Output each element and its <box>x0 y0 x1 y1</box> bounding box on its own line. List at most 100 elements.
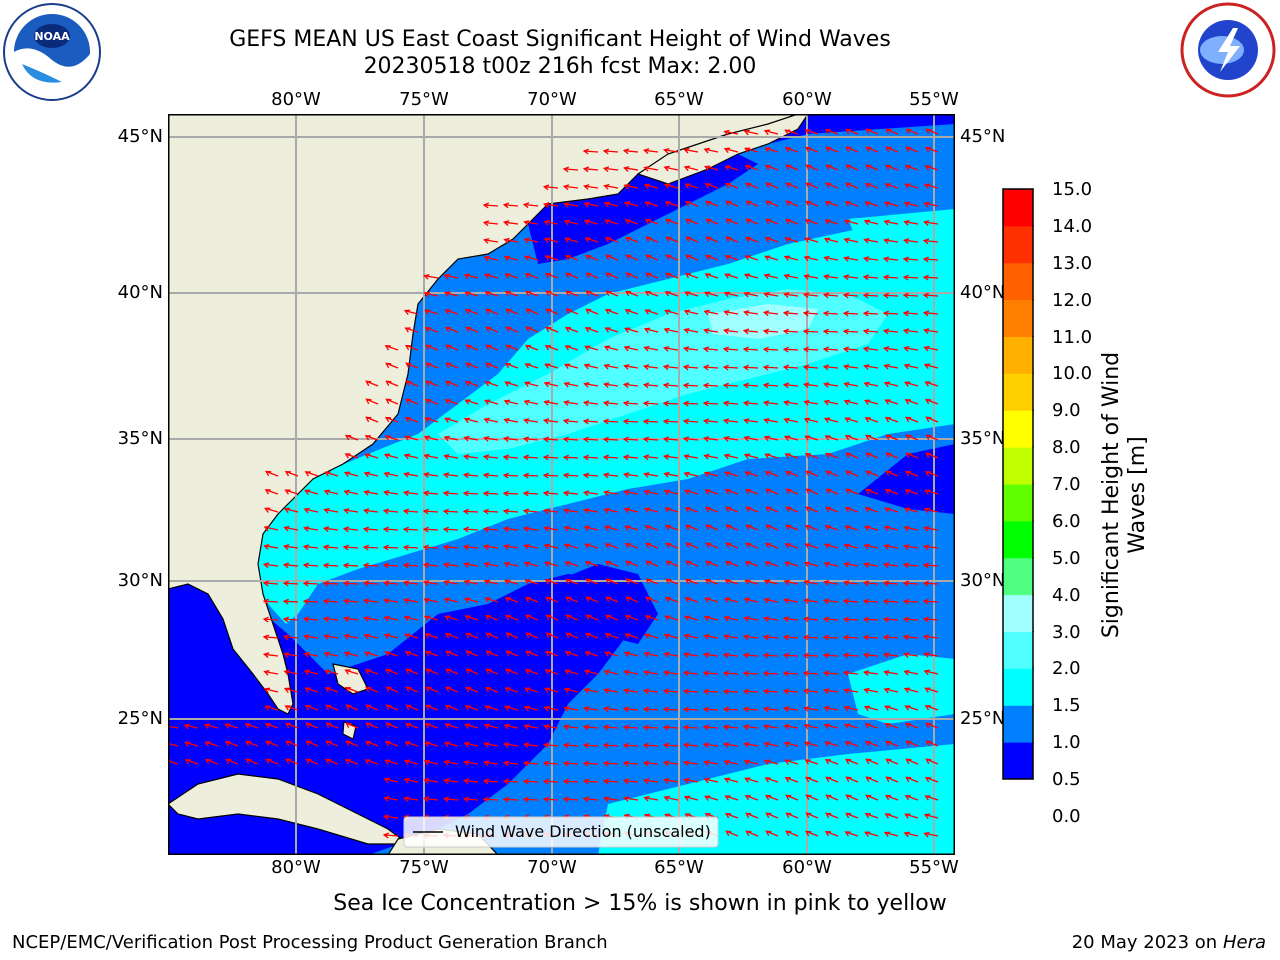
wind-wave-arrowhead <box>904 165 911 171</box>
wind-wave-arrowhead <box>424 309 431 315</box>
wind-wave-arrowhead <box>742 652 750 659</box>
wind-wave-arrow <box>525 381 539 387</box>
wind-wave-arrow <box>564 185 579 189</box>
wind-wave-arrow <box>644 473 659 477</box>
wind-wave-arrow <box>924 582 939 585</box>
wind-wave-arrow <box>544 419 559 423</box>
wind-wave-arrowhead <box>805 776 812 783</box>
wind-wave-arrowhead <box>744 561 751 567</box>
wind-wave-arrowhead <box>903 219 910 226</box>
wind-wave-arrow <box>484 510 499 513</box>
wind-wave-arrow <box>684 653 699 657</box>
wind-wave-arrow <box>704 347 719 351</box>
wind-wave-arrow <box>504 238 519 243</box>
wind-wave-arrow <box>605 219 619 225</box>
wind-wave-arrow <box>644 420 659 423</box>
wind-wave-arrowhead <box>904 813 911 819</box>
wind-wave-arrow <box>724 437 739 441</box>
wind-wave-arrowhead <box>923 183 931 189</box>
wind-wave-arrowhead <box>664 597 672 603</box>
wind-wave-arrow <box>544 706 559 711</box>
wind-wave-arrowhead <box>783 741 790 748</box>
wind-wave-arrowhead <box>682 724 689 731</box>
wind-wave-arrow <box>704 616 719 621</box>
wind-wave-arrow <box>864 581 879 585</box>
wind-wave-arrowhead <box>742 688 749 695</box>
wind-wave-arrowhead <box>883 831 891 837</box>
wind-wave-arrow <box>425 723 439 729</box>
footer-date-text: 20 May 2023 on <box>1071 932 1218 953</box>
wind-wave-arrowhead <box>844 417 851 423</box>
wind-wave-arrow <box>804 400 819 405</box>
wind-wave-arrowhead <box>204 741 211 747</box>
wind-wave-arrow <box>684 472 699 477</box>
wind-wave-arrow <box>364 546 379 549</box>
wind-wave-arrowhead <box>622 472 630 478</box>
wind-wave-arrow <box>425 741 439 747</box>
wind-wave-arrow <box>264 526 279 531</box>
wind-wave-arrowhead <box>502 760 510 767</box>
wind-wave-arrowhead <box>623 651 631 658</box>
wind-wave-arrow <box>604 780 619 783</box>
wind-wave-arrow <box>905 489 919 495</box>
wind-wave-arrowhead <box>683 795 691 802</box>
wind-wave-arrow <box>465 399 479 405</box>
wind-wave-arrow <box>304 600 319 603</box>
wind-wave-arrow <box>625 309 639 315</box>
wind-wave-arrowhead <box>322 544 330 551</box>
wind-wave-arrowhead <box>544 561 551 567</box>
wind-wave-arrowhead <box>665 578 672 585</box>
wind-wave-arrow <box>644 365 659 369</box>
wind-wave-arrowhead <box>822 328 829 335</box>
wind-wave-arrowhead <box>582 796 590 803</box>
wind-wave-arrowhead <box>723 615 730 622</box>
wind-wave-arrow <box>484 492 499 495</box>
wind-wave-arrow <box>604 689 619 693</box>
wind-wave-arrowhead <box>503 544 510 550</box>
wind-wave-arrowhead <box>303 526 310 532</box>
wind-wave-arrow <box>464 418 479 423</box>
wind-wave-arrow <box>364 617 379 621</box>
wind-wave-arrow <box>424 492 439 495</box>
wind-wave-arrowhead <box>363 633 370 640</box>
wind-wave-arrow <box>344 582 359 585</box>
wind-wave-arrowhead <box>525 650 532 657</box>
wind-wave-arrowhead <box>344 669 351 675</box>
wind-wave-arrowhead <box>764 255 771 261</box>
wind-wave-arrow <box>544 743 559 747</box>
wind-wave-arrowhead <box>583 525 590 532</box>
wind-wave-arrowhead <box>824 543 831 549</box>
wind-wave-arrow <box>645 201 659 207</box>
wind-wave-arrowhead <box>705 542 712 549</box>
wind-wave-arrowhead <box>542 454 549 461</box>
wind-wave-arrowhead <box>742 706 750 713</box>
wind-wave-arrowhead <box>703 328 710 334</box>
wind-wave-arrowhead <box>783 292 790 298</box>
wind-wave-arrowhead <box>523 543 530 550</box>
wind-wave-arrowhead <box>525 290 532 297</box>
wind-wave-arrow <box>184 724 199 729</box>
wind-wave-arrow <box>484 528 499 531</box>
wind-wave-arrowhead <box>505 632 512 639</box>
wind-wave-arrow <box>524 743 539 747</box>
wind-wave-arrowhead <box>643 472 650 478</box>
wind-wave-arrowhead <box>625 254 632 261</box>
wind-wave-arrowhead <box>583 219 591 226</box>
wind-wave-arrowhead <box>884 794 892 801</box>
wind-wave-arrows <box>168 128 939 839</box>
wind-wave-arrowhead <box>742 634 750 641</box>
wind-wave-arrow <box>404 510 419 513</box>
wind-wave-arrowhead <box>282 562 290 569</box>
wind-wave-arrow <box>864 688 879 693</box>
wind-wave-arrowhead <box>645 578 652 585</box>
wind-wave-arrow <box>624 167 639 171</box>
wind-wave-arrow <box>904 526 919 531</box>
wind-wave-arrowhead <box>823 255 830 262</box>
wind-wave-arrowhead <box>884 813 891 819</box>
wind-wave-arrow <box>745 561 759 567</box>
wind-wave-arrow <box>885 794 899 801</box>
nws-logo <box>1180 2 1276 98</box>
wind-wave-arrow <box>724 708 739 711</box>
lon-label-bottom: 60°W <box>782 857 832 878</box>
wind-wave-arrowhead <box>583 363 590 370</box>
